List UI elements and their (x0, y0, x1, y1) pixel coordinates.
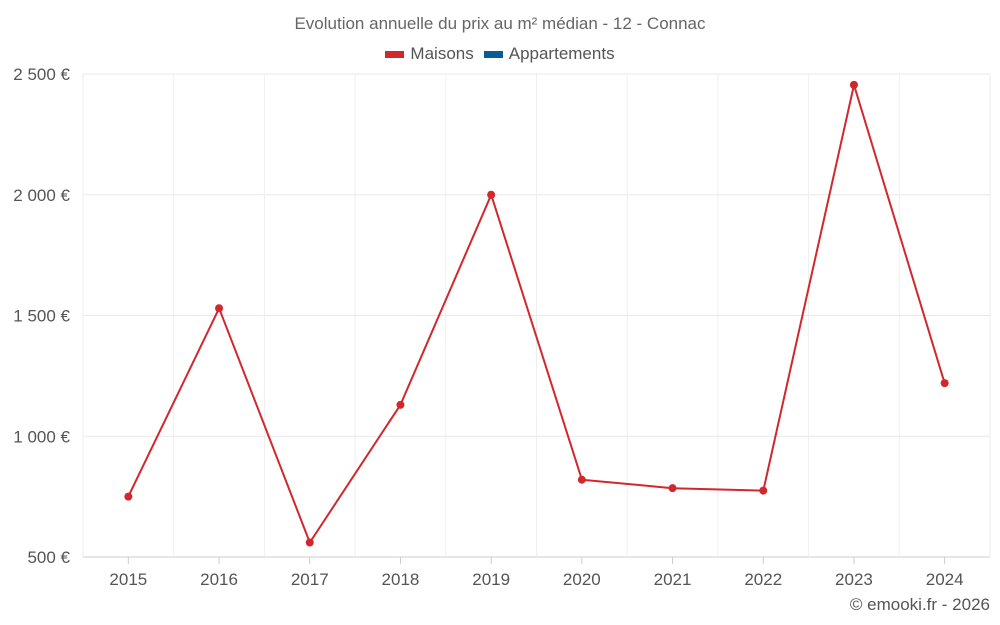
data-point-maisons (577, 475, 586, 484)
legend-swatch-maisons (385, 50, 405, 58)
legend-label-appartements: Appartements (508, 44, 615, 63)
legend: Maisons Appartements (0, 44, 1000, 64)
data-point-maisons (124, 492, 133, 501)
x-tick-label: 2018 (382, 570, 420, 589)
y-tick-label: 1 500 € (13, 307, 70, 326)
data-point-maisons (215, 304, 224, 313)
x-tick-label: 2020 (563, 570, 601, 589)
legend-item-maisons[interactable]: Maisons (385, 44, 474, 64)
legend-label-maisons: Maisons (410, 44, 474, 63)
data-point-maisons (849, 80, 858, 89)
chart-title: Evolution annuelle du prix au m² médian … (294, 14, 706, 33)
x-tick-label: 2021 (654, 570, 692, 589)
y-tick-label: 2 500 € (13, 65, 70, 84)
data-point-maisons (940, 379, 949, 388)
x-tick-label: 2017 (291, 570, 329, 589)
data-point-maisons (305, 538, 314, 547)
x-tick-label: 2015 (109, 570, 147, 589)
x-tick-label: 2016 (200, 570, 238, 589)
data-point-maisons (396, 400, 405, 409)
data-point-maisons (668, 484, 677, 493)
y-tick-label: 2 000 € (13, 186, 70, 205)
legend-item-appartements[interactable]: Appartements (483, 44, 615, 64)
legend-swatch-appartements (483, 50, 503, 58)
data-point-maisons (487, 190, 496, 199)
x-tick-label: 2023 (835, 570, 873, 589)
series-line-maisons (127, 83, 946, 544)
credit-text: © emooki.fr - 2026 (849, 595, 990, 614)
x-tick-label: 2019 (472, 570, 510, 589)
y-tick-label: 500 € (27, 548, 70, 567)
y-tick-label: 1 000 € (13, 427, 70, 446)
x-tick-label: 2024 (926, 570, 964, 589)
data-point-maisons (759, 486, 768, 495)
x-tick-label: 2022 (744, 570, 782, 589)
